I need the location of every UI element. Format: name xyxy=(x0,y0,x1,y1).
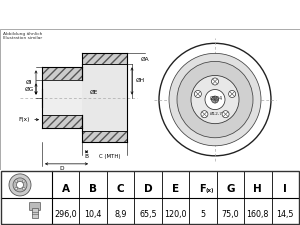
Circle shape xyxy=(212,78,218,85)
Text: ØG: ØG xyxy=(24,87,34,92)
Circle shape xyxy=(23,180,25,182)
Circle shape xyxy=(229,90,236,97)
Bar xyxy=(42,81,82,115)
Circle shape xyxy=(169,53,261,146)
Text: F(x): F(x) xyxy=(18,117,30,122)
Text: ØH: ØH xyxy=(135,78,145,83)
Text: (x): (x) xyxy=(206,188,214,194)
FancyBboxPatch shape xyxy=(29,202,40,210)
Text: 14,5: 14,5 xyxy=(277,210,294,219)
Text: G: G xyxy=(226,184,235,194)
Text: C: C xyxy=(117,184,124,194)
Circle shape xyxy=(177,61,253,138)
Text: 24.0110-0315.1: 24.0110-0315.1 xyxy=(72,8,188,21)
Circle shape xyxy=(23,188,25,190)
Text: 120,0: 120,0 xyxy=(164,210,187,219)
Bar xyxy=(42,68,82,81)
Text: I: I xyxy=(283,184,287,194)
Text: B: B xyxy=(84,154,88,159)
Text: H: H xyxy=(254,184,262,194)
Text: ØA: ØA xyxy=(141,57,149,62)
Circle shape xyxy=(191,75,239,124)
Text: ATE: ATE xyxy=(206,56,255,87)
Text: 8,9: 8,9 xyxy=(114,210,127,219)
Text: A: A xyxy=(62,184,70,194)
Text: C (MTH): C (MTH) xyxy=(99,154,121,159)
Bar xyxy=(82,53,127,64)
Text: 75,0: 75,0 xyxy=(222,210,239,219)
Circle shape xyxy=(159,43,271,156)
Text: E: E xyxy=(172,184,179,194)
Bar xyxy=(82,131,127,142)
Circle shape xyxy=(205,90,225,110)
Circle shape xyxy=(16,181,23,188)
Circle shape xyxy=(15,180,17,182)
Text: Abbildung ähnlich: Abbildung ähnlich xyxy=(3,32,42,36)
Text: Illustration similar: Illustration similar xyxy=(3,36,42,40)
Text: ØE: ØE xyxy=(90,90,98,95)
Circle shape xyxy=(15,188,17,190)
Text: 10,4: 10,4 xyxy=(85,210,102,219)
Circle shape xyxy=(9,174,31,196)
Bar xyxy=(32,208,38,218)
Circle shape xyxy=(212,96,218,103)
Circle shape xyxy=(13,178,27,192)
Text: 160,8: 160,8 xyxy=(247,210,269,219)
Text: D: D xyxy=(60,166,64,171)
Text: 5: 5 xyxy=(200,210,206,219)
Text: F: F xyxy=(199,184,205,194)
Bar xyxy=(42,81,82,115)
Circle shape xyxy=(194,90,201,97)
Bar xyxy=(82,64,127,131)
Text: 410315: 410315 xyxy=(207,8,262,21)
Text: ØI: ØI xyxy=(26,80,32,85)
Circle shape xyxy=(222,111,229,118)
Circle shape xyxy=(201,111,208,118)
Text: D: D xyxy=(144,184,152,194)
Text: Ø12,7: Ø12,7 xyxy=(209,112,223,116)
Text: Ø104: Ø104 xyxy=(209,96,223,101)
Bar xyxy=(42,115,82,128)
Text: 65,5: 65,5 xyxy=(139,210,157,219)
Text: 296,0: 296,0 xyxy=(54,210,77,219)
Text: B: B xyxy=(89,184,97,194)
